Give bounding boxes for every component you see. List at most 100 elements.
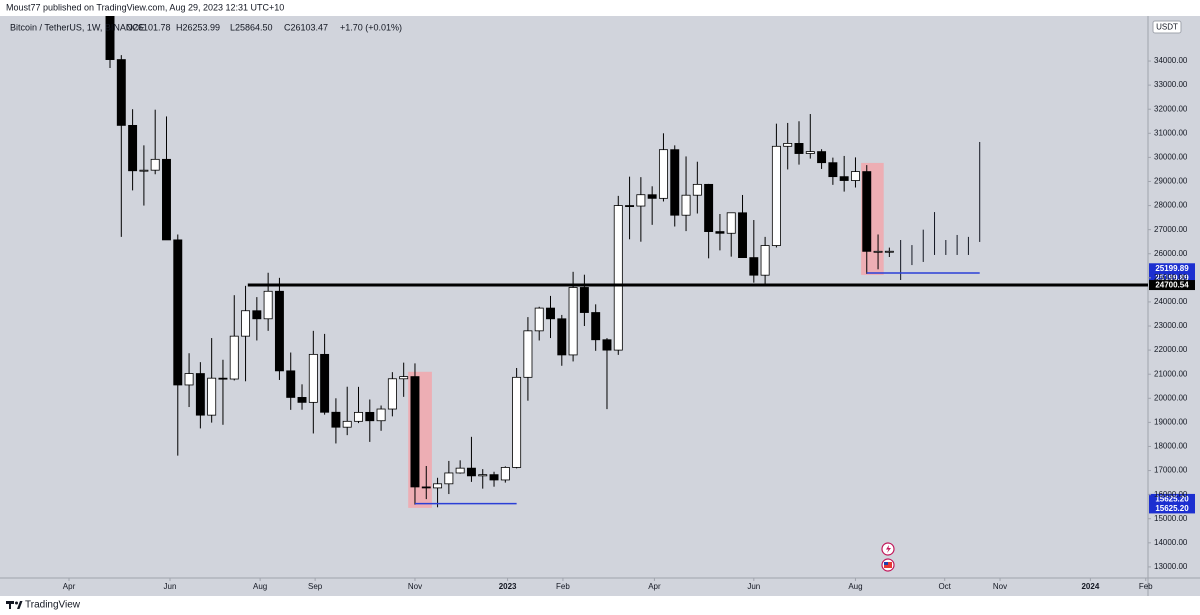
y-tick-label: 23000.00 <box>1154 321 1188 330</box>
x-tick-label: 2023 <box>499 582 517 591</box>
candle-body <box>546 307 555 320</box>
symbol-label: Bitcoin / TetherUS, 1W, BINANCE <box>10 22 145 32</box>
lightning-glyph <box>886 545 891 553</box>
candle-body <box>647 194 657 199</box>
candle-body <box>738 212 747 259</box>
candle-body <box>342 420 352 428</box>
x-tick-label: Nov <box>993 582 1007 591</box>
candle-body <box>692 183 702 196</box>
y-tick-label: 17000.00 <box>1154 466 1188 475</box>
candle-body <box>602 339 612 351</box>
candle-body <box>715 231 725 234</box>
candle-body <box>884 250 894 253</box>
candle-body <box>162 158 171 241</box>
y-tick-label: 30000.00 <box>1154 152 1188 161</box>
logo-glyph <box>15 601 18 605</box>
candle-body <box>568 287 578 356</box>
y-tick-label: 31000.00 <box>1154 128 1188 137</box>
y-tick-label: 29000.00 <box>1154 177 1188 186</box>
plot-area <box>105 16 1148 508</box>
x-tick-label: Apr <box>63 582 76 591</box>
footer-logo <box>6 601 23 609</box>
y-tick-label: 14000.00 <box>1154 538 1188 547</box>
ohlc-value: L25864.50 <box>230 22 273 32</box>
candle-body <box>150 158 160 171</box>
candle-body <box>850 171 860 181</box>
price-label: 25199.89 <box>1155 273 1189 282</box>
footer-brand: TradingView <box>25 600 81 611</box>
candle-body <box>229 335 239 380</box>
candle-body <box>331 411 341 428</box>
candle-body <box>241 310 251 337</box>
logo-glyph <box>17 601 23 609</box>
price-label: 15625.20 <box>1155 504 1189 513</box>
candle-body <box>805 151 815 154</box>
candle-body <box>817 151 827 164</box>
candle-body <box>670 149 680 216</box>
ohlc-value: H26253.99 <box>176 22 220 32</box>
candle-body <box>218 377 228 380</box>
x-tick-label: Apr <box>648 582 661 591</box>
candle-body <box>252 310 262 320</box>
candle-body <box>523 330 533 378</box>
x-tick-label: Feb <box>1139 582 1153 591</box>
x-tick-label: Nov <box>408 582 422 591</box>
candle-body <box>444 472 454 485</box>
candle-body <box>636 194 646 207</box>
price-label: 15625.20 <box>1155 495 1189 504</box>
candle-body <box>105 16 115 60</box>
ohlc-value: O26101.78 <box>126 22 171 32</box>
flag-glyph <box>884 562 888 565</box>
candle-body <box>308 353 318 403</box>
candle-body <box>116 59 126 126</box>
logo-glyph <box>6 601 14 609</box>
candle-body <box>873 250 883 253</box>
candle-body <box>478 474 488 477</box>
x-tick-label: Jun <box>164 582 177 591</box>
candle-body <box>726 212 736 234</box>
candle-body <box>579 287 589 313</box>
candle-body <box>455 467 465 474</box>
candle-body <box>771 145 781 246</box>
ohlc-legend: O26101.78 H26253.99 L25864.50 C26103.47 +1.7… <box>126 22 402 32</box>
publisher-header: Moust77 published on TradingView.com, Au… <box>6 2 284 12</box>
candle-body <box>534 307 544 332</box>
candle-body <box>783 143 793 147</box>
candle-body <box>297 397 307 403</box>
currency-label[interactable]: USDT <box>1156 23 1178 32</box>
y-tick-label: 33000.00 <box>1154 80 1188 89</box>
y-tick-label: 27000.00 <box>1154 225 1188 234</box>
candle-body <box>365 411 375 422</box>
candle-body <box>704 183 714 232</box>
y-tick-label: 13000.00 <box>1154 562 1188 571</box>
candle-body <box>512 376 522 468</box>
candle-body <box>839 176 849 181</box>
candle-body <box>195 373 205 416</box>
candle-body <box>184 373 194 386</box>
price-label: 24700.54 <box>1155 281 1189 290</box>
event-icons <box>881 542 895 572</box>
y-tick-label: 24000.00 <box>1154 297 1188 306</box>
candle-body <box>760 245 770 276</box>
price-label-box <box>1149 263 1195 274</box>
candle-body <box>591 312 601 341</box>
x-tick-label: Oct <box>938 582 951 591</box>
y-tick-label: 19000.00 <box>1154 417 1188 426</box>
price-label: 25199.89 <box>1155 264 1189 273</box>
candle-body <box>658 149 668 199</box>
candle-body <box>139 169 149 172</box>
candle-body <box>207 377 217 416</box>
candle-body <box>399 376 409 380</box>
currency-box[interactable] <box>1152 20 1182 34</box>
y-tick-label: 21000.00 <box>1154 369 1188 378</box>
x-tick-label: Sep <box>308 582 323 591</box>
candle-body <box>354 411 363 422</box>
y-tick-label: 18000.00 <box>1154 442 1188 451</box>
price-label-box <box>1149 493 1195 504</box>
x-tick-label: Aug <box>253 582 267 591</box>
x-tick-label: Aug <box>848 582 862 591</box>
y-tick-label: 15000.00 <box>1154 514 1188 523</box>
